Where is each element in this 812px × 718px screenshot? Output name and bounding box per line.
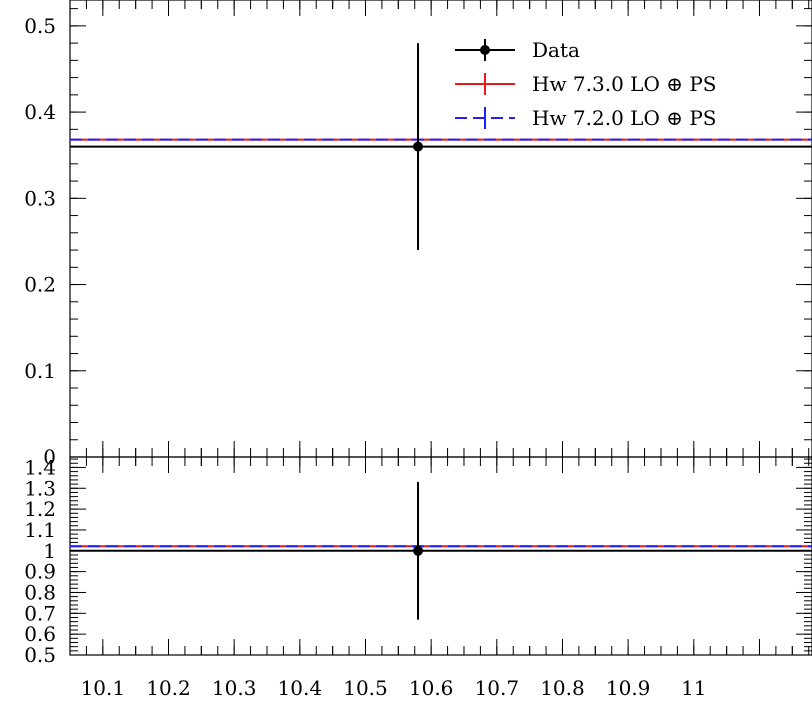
y-tick-label: 0.4 [24,100,56,124]
y-tick-label: 0.5 [24,643,56,667]
legend-marker [480,45,490,55]
ratio-panel: 0.50.60.70.80.911.11.21.31.4 10.1 10.2 10.3… [24,455,812,700]
main-panel-frame [69,0,812,458]
y-tick-label: 0.8 [24,580,56,604]
y-tick-label: 0.6 [24,622,56,646]
y-tick-label: 0.9 [24,560,56,584]
y-tick-label: 0.3 [24,186,56,210]
x-tick-label: 10.7 [475,676,520,700]
y-tick-label: 1.1 [24,518,56,542]
legend: Data Hw 7.3.0 LO ⊕ PS Hw 7.2.0 LO ⊕ PS [455,38,716,130]
y-tick-label: 0.7 [24,601,56,625]
y-tick-label: 0 [43,445,56,469]
y-tick-label: 0.2 [24,273,56,297]
x-tick-label: 10.2 [146,676,191,700]
legend-label: Hw 7.3.0 LO ⊕ PS [532,72,716,96]
main-panel: 0 0.1 0.2 0.3 0.4 0.5 [24,0,812,469]
y-tick-label: 0.5 [24,14,56,38]
y-tick-label: 0.1 [24,359,56,383]
x-tick-label: 10.9 [606,676,651,700]
y-tick-label: 1.3 [24,476,56,500]
legend-label: Data [532,38,580,62]
x-tick-label: 10.5 [343,676,388,700]
y-tick-label: 1.2 [24,497,56,521]
y-tick-label: 1.4 [24,455,56,479]
y-tick-label: 1 [43,539,56,563]
data-point [413,545,424,556]
x-tick-label: 10.3 [212,676,257,700]
x-tick-label: 10.1 [81,676,126,700]
data-point [413,141,424,152]
x-tick-label: 11 [681,676,706,700]
ratio-panel-frame [69,456,812,656]
legend-label: Hw 7.2.0 LO ⊕ PS [532,106,716,130]
x-tick-label: 10.8 [540,676,585,700]
x-tick-label: 10.6 [409,676,454,700]
x-tick-label: 10.4 [278,676,323,700]
